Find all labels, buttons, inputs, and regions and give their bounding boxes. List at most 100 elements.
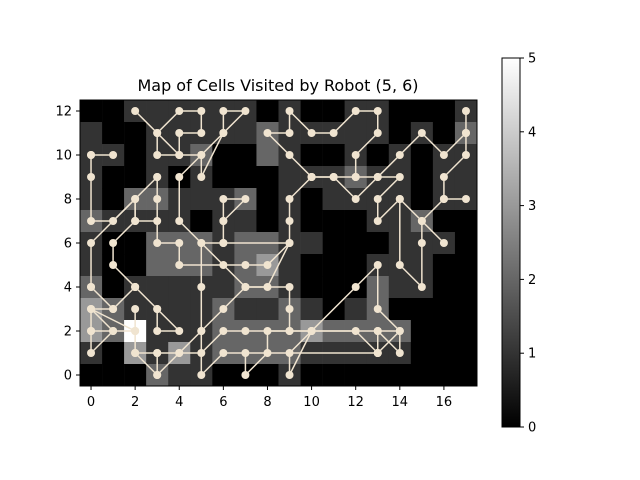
heatmap-cell [345, 122, 367, 144]
path-point [330, 129, 338, 137]
path-point [131, 107, 139, 115]
path-point [175, 217, 183, 225]
path-point [219, 327, 227, 335]
heatmap-cell [323, 254, 345, 276]
heatmap-cell [102, 100, 124, 122]
heatmap-cell [433, 298, 455, 320]
heatmap-cell [256, 166, 278, 188]
heatmap-cell [234, 166, 256, 188]
heatmap-cell [102, 188, 124, 210]
path-point [219, 239, 227, 247]
heatmap-cell [345, 364, 367, 386]
heatmap-cell [411, 188, 433, 210]
heatmap-cell [301, 144, 323, 166]
path-point [352, 195, 360, 203]
path-point [286, 327, 294, 335]
heatmap-cell [389, 298, 411, 320]
heatmap-cell [389, 122, 411, 144]
path-point [374, 107, 382, 115]
path-point [286, 195, 294, 203]
heatmap-cell [411, 320, 433, 342]
heatmap-cell [301, 100, 323, 122]
x-tick-label: 0 [87, 395, 95, 410]
heatmap-cell [455, 342, 477, 364]
heatmap-cell [80, 364, 102, 386]
path-point [352, 151, 360, 159]
y-tick-label: 10 [55, 149, 72, 164]
heatmap-cell [323, 188, 345, 210]
heatmap-cell [190, 210, 212, 232]
path-point [308, 173, 316, 181]
path-point [131, 349, 139, 357]
heatmap-cell [256, 364, 278, 386]
heatmap-cell [190, 188, 212, 210]
heatmap-cell [102, 122, 124, 144]
path-point [241, 349, 249, 357]
path-point [374, 129, 382, 137]
path-point [440, 173, 448, 181]
path-point [87, 305, 95, 313]
path-point [462, 107, 470, 115]
path-point [241, 261, 249, 269]
path-point [462, 151, 470, 159]
colorbar-axis: 0 1 2 3 4 5 [520, 52, 536, 436]
path-point [153, 371, 161, 379]
heatmap-cell [433, 210, 455, 232]
path-point [286, 349, 294, 357]
path-point [175, 261, 183, 269]
path-point [109, 327, 117, 335]
path-point [153, 151, 161, 159]
heatmap-cell [301, 298, 323, 320]
path-point [241, 195, 249, 203]
path-point [396, 173, 404, 181]
path-point [396, 195, 404, 203]
path-point [109, 305, 117, 313]
path-point [330, 173, 338, 181]
heatmap-cell [212, 166, 234, 188]
path-point [396, 151, 404, 159]
path-point [131, 305, 139, 313]
x-axis: 0 2 4 6 8 10 12 14 16 [87, 386, 452, 410]
path-point [153, 173, 161, 181]
path-point [241, 371, 249, 379]
heatmap-cell [168, 364, 190, 386]
heatmap-cell [455, 298, 477, 320]
path-point [352, 283, 360, 291]
x-tick-label: 2 [131, 395, 139, 410]
path-point [374, 195, 382, 203]
path-point [418, 283, 426, 291]
path-point [197, 283, 205, 291]
path-point [219, 217, 227, 225]
path-point [87, 217, 95, 225]
heatmap-cell [455, 210, 477, 232]
path-point [197, 151, 205, 159]
heatmap-cell [345, 232, 367, 254]
heatmap-cell [411, 364, 433, 386]
path-point [286, 283, 294, 291]
x-tick-label: 6 [219, 395, 227, 410]
path-point [418, 129, 426, 137]
path-point [175, 107, 183, 115]
heatmap-cell [411, 342, 433, 364]
heatmap-cell [234, 122, 256, 144]
heatmap-cell [323, 232, 345, 254]
path-point [286, 371, 294, 379]
path-point [131, 283, 139, 291]
heatmap-cell [323, 276, 345, 298]
colorbar-tick-label: 4 [528, 125, 536, 140]
colorbar-tick-label: 3 [528, 199, 536, 214]
path-point [396, 327, 404, 335]
heatmap-cell [212, 276, 234, 298]
heatmap-cell [168, 298, 190, 320]
heatmap-cell [124, 364, 146, 386]
heatmap-cell [124, 232, 146, 254]
colorbar-tick-label: 0 [528, 421, 536, 436]
heatmap-cell [345, 210, 367, 232]
path-point [374, 173, 382, 181]
heatmap-cell [256, 144, 278, 166]
heatmap-cell [455, 254, 477, 276]
colorbar [502, 58, 520, 427]
path-point [175, 239, 183, 247]
path-point [197, 129, 205, 137]
